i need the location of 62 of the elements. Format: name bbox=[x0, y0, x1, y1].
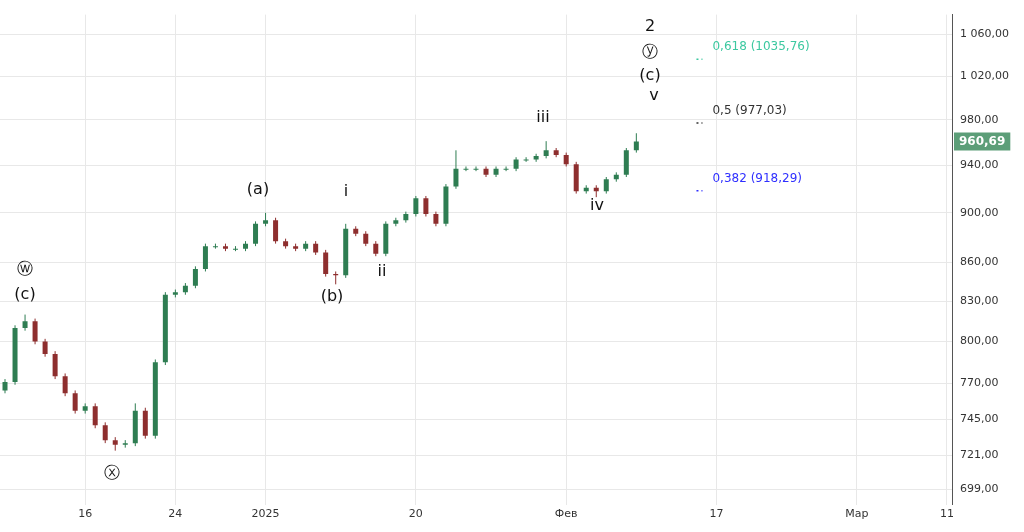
candlestick bbox=[483, 165, 489, 178]
candlestick bbox=[413, 195, 419, 217]
ref-line-label: 0,618 (1035,76) bbox=[712, 39, 810, 54]
candlestick bbox=[323, 249, 329, 278]
candlestick bbox=[403, 211, 409, 224]
x-tick-label: Фев bbox=[554, 507, 578, 521]
candlestick bbox=[92, 402, 98, 429]
annotation: (c) bbox=[14, 284, 36, 304]
x-tick-label: 16 bbox=[78, 507, 93, 521]
annotation: v bbox=[649, 85, 659, 105]
candlestick bbox=[102, 421, 108, 444]
annotation: ⓦ bbox=[17, 259, 33, 279]
ref-line-label: 0,5 (977,03) bbox=[712, 103, 787, 118]
candlestick bbox=[62, 372, 68, 397]
candlestick bbox=[453, 149, 459, 190]
annotation: 2 bbox=[644, 16, 656, 36]
candlestick bbox=[473, 165, 479, 172]
x-tick-label: 20 bbox=[408, 507, 423, 521]
x-tick-label: 24 bbox=[168, 507, 183, 521]
candlestick bbox=[493, 165, 499, 178]
candlestick bbox=[463, 165, 469, 172]
x-tick-label: 17 bbox=[709, 507, 724, 521]
candlestick bbox=[72, 389, 78, 415]
text: 960,69 bbox=[959, 133, 1006, 148]
candlestick bbox=[543, 140, 549, 159]
y-tick-label: 1 060,00 bbox=[960, 26, 1009, 40]
annotation: iii bbox=[536, 107, 550, 127]
annotation: (c) bbox=[639, 65, 661, 85]
y-tick-label: 940,00 bbox=[960, 158, 999, 172]
x-tick-label: 2025 bbox=[251, 507, 280, 521]
y-tick-label: 745,00 bbox=[960, 412, 999, 426]
annotation: i bbox=[343, 181, 349, 201]
x-tick-label: 11 bbox=[939, 507, 954, 521]
annotation: (a) bbox=[246, 179, 270, 199]
candlestick bbox=[202, 243, 208, 272]
candlestick bbox=[192, 265, 198, 289]
ref-line-label: 0,382 (918,29) bbox=[712, 170, 802, 185]
candlestick bbox=[32, 318, 38, 345]
y-tick-label: 900,00 bbox=[960, 205, 999, 219]
candlestick bbox=[423, 195, 429, 217]
candlestick bbox=[52, 350, 58, 380]
y-tick-label: 770,00 bbox=[960, 376, 999, 390]
annotation: (b) bbox=[320, 286, 344, 306]
y-tick-label: 800,00 bbox=[960, 334, 999, 348]
y-tick-label: 721,00 bbox=[960, 448, 999, 462]
annotation: ii bbox=[377, 261, 387, 281]
candlestick bbox=[523, 156, 529, 163]
y-tick-label: 830,00 bbox=[960, 294, 999, 308]
y-tick-label: 699,00 bbox=[960, 481, 999, 495]
y-tick-label: 860,00 bbox=[960, 255, 999, 269]
candlestick bbox=[22, 314, 28, 332]
annotation: ⓧ bbox=[104, 463, 120, 483]
x-tick-label: Мар bbox=[845, 507, 869, 521]
candlestick bbox=[533, 153, 539, 163]
candlestick bbox=[273, 217, 279, 245]
annotation: iv bbox=[590, 195, 604, 215]
candlestick bbox=[253, 220, 259, 247]
annotation: ⓨ bbox=[642, 42, 658, 62]
y-tick-label: 980,00 bbox=[960, 112, 999, 126]
y-tick-label: 1 020,00 bbox=[960, 68, 1009, 82]
candlestick bbox=[503, 165, 509, 172]
candlestick bbox=[633, 132, 639, 154]
